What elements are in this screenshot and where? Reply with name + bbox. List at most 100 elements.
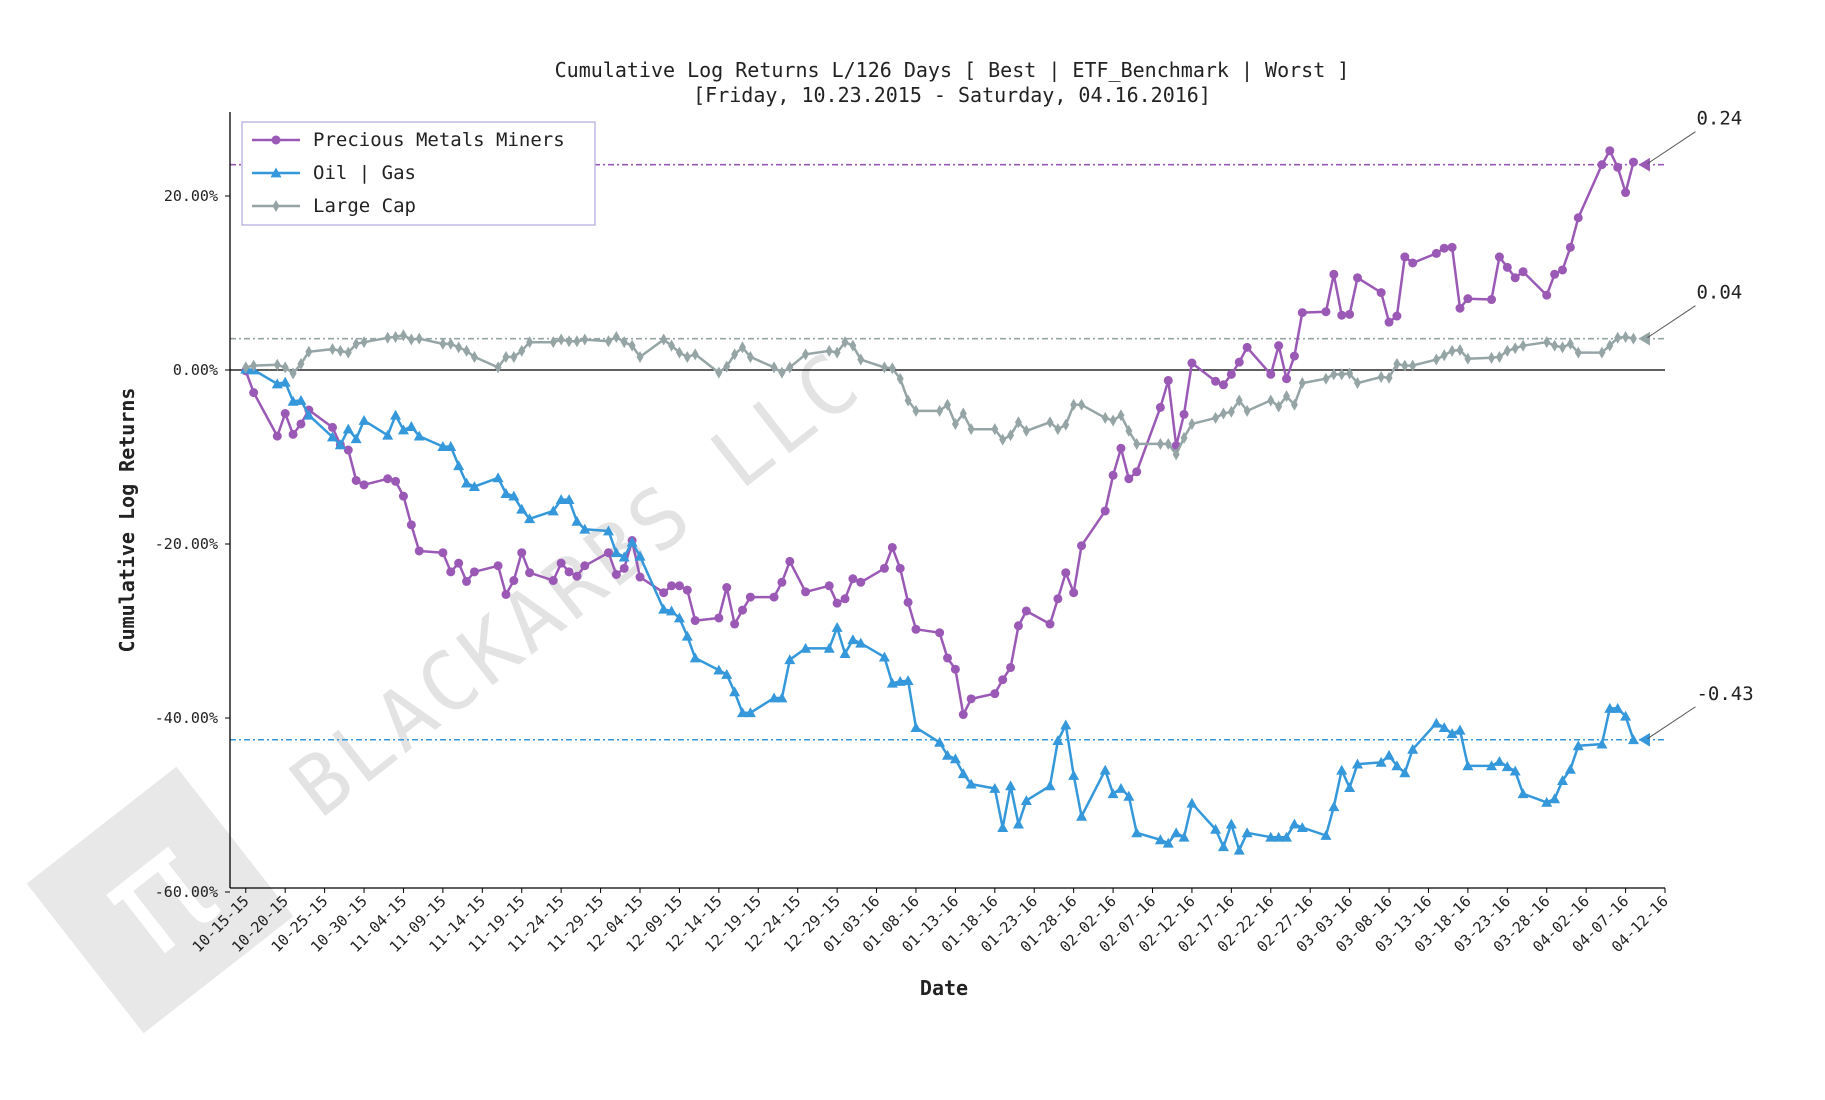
data-point	[462, 576, 472, 586]
data-point	[626, 536, 638, 547]
series-2	[242, 329, 1637, 461]
data-point	[336, 344, 344, 357]
data-point	[1289, 351, 1299, 361]
data-point	[618, 551, 630, 562]
data-point	[1282, 374, 1292, 384]
data-point	[328, 422, 337, 432]
data-point	[492, 472, 504, 483]
data-point	[1021, 606, 1031, 616]
data-point	[1283, 390, 1291, 403]
data-point	[1400, 252, 1410, 262]
data-point	[1022, 424, 1030, 437]
data-point	[1519, 339, 1527, 352]
data-point	[660, 333, 668, 346]
data-point	[1558, 265, 1567, 275]
watermark-text: BLACKARBS LLC	[274, 334, 879, 836]
data-point	[1430, 717, 1442, 728]
data-point	[1493, 756, 1505, 766]
data-point	[1510, 273, 1520, 283]
data-point	[453, 460, 465, 471]
data-point	[778, 366, 786, 379]
data-point	[1572, 740, 1584, 751]
data-point	[1598, 346, 1606, 359]
data-point	[888, 362, 896, 375]
data-point	[510, 350, 518, 363]
data-point	[303, 409, 315, 420]
data-point	[833, 346, 841, 359]
data-point	[1219, 407, 1227, 420]
data-point	[1454, 724, 1466, 735]
data-point	[1503, 344, 1511, 357]
data-point	[935, 628, 945, 638]
data-point	[390, 409, 402, 420]
data-point	[840, 594, 850, 604]
y-tick-label: -20.00%	[155, 535, 218, 553]
data-point	[414, 546, 424, 556]
data-point	[1612, 702, 1624, 713]
data-point	[713, 664, 725, 675]
data-point	[1218, 380, 1228, 390]
data-point	[856, 577, 866, 587]
data-point	[468, 481, 480, 491]
data-point	[1156, 437, 1164, 450]
legend-item: Precious Metals Miners	[252, 129, 565, 151]
annotation-leader	[1647, 706, 1696, 740]
data-point	[847, 634, 859, 645]
data-point	[1187, 358, 1197, 368]
data-point	[399, 329, 407, 342]
data-point	[723, 360, 731, 373]
data-point	[359, 480, 369, 490]
data-point	[1354, 377, 1361, 390]
data-point	[547, 505, 559, 516]
data-point	[1566, 337, 1574, 350]
data-point	[549, 336, 557, 349]
annotation-leader	[1647, 131, 1696, 165]
data-point	[470, 350, 478, 363]
data-point	[825, 344, 833, 357]
data-point	[1620, 710, 1632, 721]
data-point	[1275, 400, 1283, 413]
data-point	[447, 337, 455, 350]
data-point	[1186, 797, 1198, 808]
data-point	[439, 337, 447, 350]
series-line	[245, 367, 1635, 852]
data-point	[1070, 398, 1078, 411]
data-point	[1614, 331, 1622, 344]
data-point	[1330, 368, 1338, 381]
data-point	[572, 571, 582, 581]
data-point	[1502, 262, 1512, 272]
data-point	[446, 567, 456, 577]
data-point	[990, 689, 1000, 699]
data-point	[413, 430, 425, 441]
data-point	[951, 417, 959, 430]
y-tick-label: -60.00%	[155, 883, 218, 901]
data-point	[573, 335, 581, 348]
data-point	[1541, 796, 1553, 807]
data-point	[500, 488, 512, 498]
data-point	[1006, 663, 1016, 673]
data-point	[904, 394, 912, 407]
data-point	[1550, 269, 1560, 279]
data-point	[1392, 311, 1402, 321]
data-point	[580, 561, 590, 571]
data-point	[689, 652, 701, 663]
data-point	[823, 642, 835, 653]
data-point	[1005, 780, 1017, 791]
data-point	[849, 339, 857, 352]
data-point	[1162, 837, 1174, 848]
data-point	[557, 333, 565, 346]
data-point	[1241, 827, 1253, 838]
data-point	[454, 558, 464, 568]
data-point	[1329, 269, 1339, 279]
data-point	[1109, 414, 1117, 427]
data-point	[1052, 735, 1064, 746]
data-point	[1296, 822, 1308, 833]
data-point	[824, 581, 834, 591]
data-point	[949, 753, 961, 764]
annotation-label: 0.24	[1696, 108, 1742, 130]
data-point	[1115, 782, 1127, 793]
data-point	[1447, 242, 1457, 252]
data-point	[1352, 758, 1363, 769]
data-point	[1456, 343, 1464, 356]
data-point	[942, 749, 953, 760]
